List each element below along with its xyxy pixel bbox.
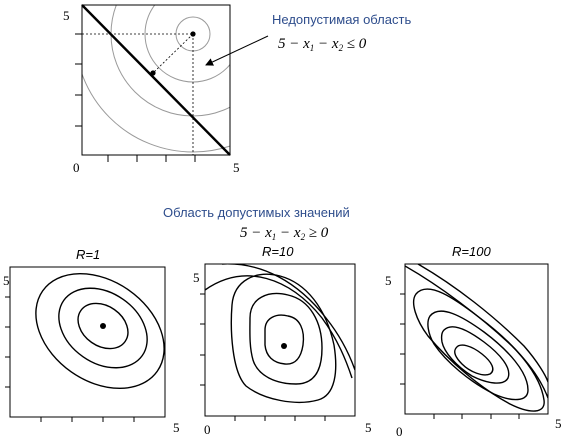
top-diagram: 5 0 5 Недопустимая область 5 − x1 − x2 ≤… xyxy=(63,4,411,175)
penalty-contour xyxy=(427,310,529,401)
penalty-contour xyxy=(58,287,148,369)
penalty-contour xyxy=(35,272,165,390)
panel-r1: R=1 5 5 xyxy=(3,247,180,435)
origin-label: 0 xyxy=(204,422,211,437)
x-max-label: 5 xyxy=(555,416,562,431)
minimum-point xyxy=(281,343,287,349)
panel-title: R=10 xyxy=(262,244,294,259)
penalty-contour-open xyxy=(205,275,353,379)
x-max-label: 5 xyxy=(173,420,180,435)
unconstrained-minimum-point xyxy=(190,31,196,37)
constrained-minimum-point xyxy=(150,70,156,76)
penalty-contour xyxy=(440,326,510,384)
penalty-contour xyxy=(249,292,323,385)
penalty-contour xyxy=(77,302,129,350)
penalty-contour xyxy=(453,344,494,376)
panel-title: R=100 xyxy=(452,244,491,259)
y-max-label: 5 xyxy=(193,270,200,285)
y-max-label: 5 xyxy=(3,273,10,288)
contour-circle xyxy=(144,5,230,83)
constraint-boundary xyxy=(81,4,231,156)
region-pointer-arrow xyxy=(205,35,269,66)
feasible-region-label: Область допустимых значений xyxy=(163,205,350,220)
infeasible-constraint: 5 − x1 − x2 ≤ 0 xyxy=(278,36,367,53)
penalty-contour-open xyxy=(405,265,548,399)
infeasible-region-label: Недопустимая область xyxy=(272,12,411,27)
panel-title: R=1 xyxy=(76,247,100,262)
plot-frame xyxy=(81,4,231,156)
ticks xyxy=(400,293,520,419)
projection-arrow xyxy=(152,33,194,74)
penalty-contour xyxy=(264,314,305,365)
y-ticks xyxy=(75,33,82,127)
x-ticks xyxy=(107,155,196,162)
y-max-label: 5 xyxy=(385,273,392,288)
panel-r100: R=100 5 0 5 xyxy=(385,244,562,439)
minimum-point xyxy=(100,323,106,329)
x-max-label: 5 xyxy=(233,160,240,175)
origin-label: 0 xyxy=(73,160,80,175)
penalty-contour-open xyxy=(417,264,548,383)
panel-r10: R=10 5 0 5 xyxy=(193,244,372,437)
ticks xyxy=(200,293,326,421)
plot-frame xyxy=(404,263,549,415)
ticks xyxy=(5,296,135,422)
penalty-contour-open xyxy=(222,264,355,371)
y-max-label: 5 xyxy=(63,8,70,23)
penalty-contour xyxy=(412,288,545,412)
origin-label: 0 xyxy=(396,424,403,439)
plot-frame xyxy=(204,263,356,417)
x-max-label: 5 xyxy=(365,420,372,435)
feasible-constraint: 5 − x1 − x2 ≥ 0 xyxy=(240,225,329,242)
plot-frame xyxy=(9,266,166,418)
